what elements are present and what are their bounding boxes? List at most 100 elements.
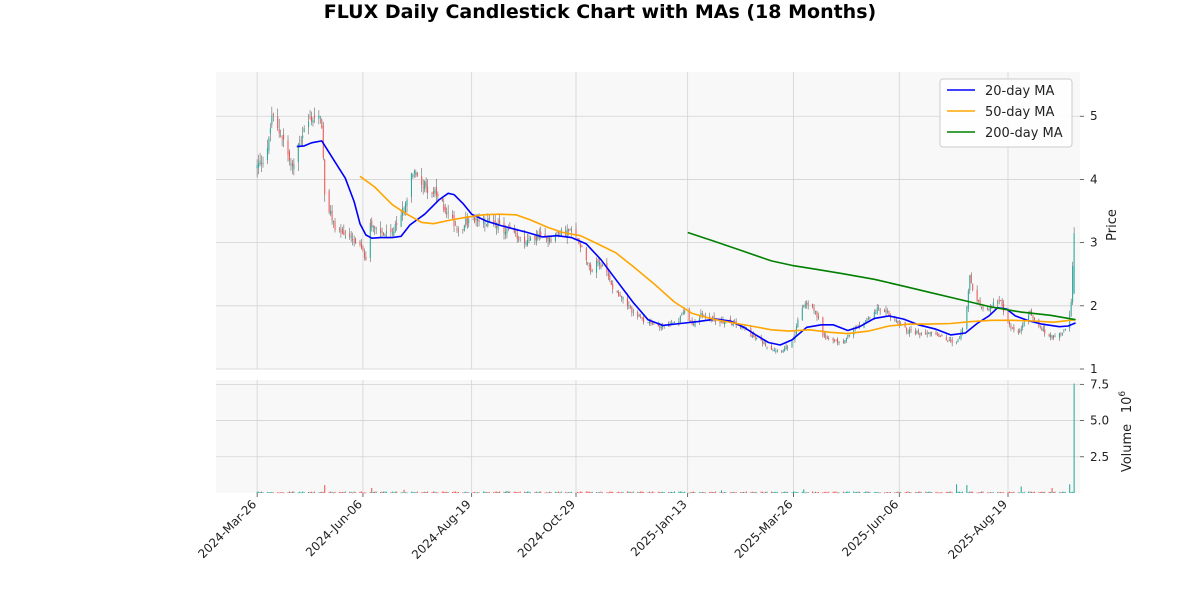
candle-body — [753, 334, 755, 337]
candle-body — [619, 294, 621, 296]
volume-bar — [302, 491, 304, 493]
candle-body — [432, 191, 434, 194]
volume-bar — [454, 491, 457, 493]
volume-bar — [895, 492, 897, 494]
candle-body — [427, 186, 429, 193]
candle-body — [681, 314, 683, 316]
candle-body — [729, 318, 731, 321]
candle-body — [557, 231, 559, 234]
volume-bar — [1063, 491, 1065, 493]
candle-body — [723, 321, 725, 325]
candle-body — [300, 140, 302, 142]
candle-body — [828, 338, 830, 340]
candle-body — [1017, 330, 1019, 333]
price-y-tick-label: 3 — [1090, 236, 1098, 250]
volume-bar — [1033, 491, 1035, 493]
volume-bar — [704, 492, 706, 494]
candle-body — [591, 271, 593, 273]
price-y-tick-label: 2 — [1090, 299, 1098, 313]
volume-bar — [478, 492, 480, 494]
candle-body — [978, 299, 980, 301]
volume-bar — [524, 491, 526, 493]
candle-body — [909, 329, 911, 334]
candle-body — [587, 262, 589, 264]
candle-body — [653, 323, 655, 325]
candle-body — [910, 329, 912, 331]
volume-bar — [519, 491, 521, 493]
candle-body — [907, 331, 909, 333]
candle-body — [371, 220, 373, 227]
candle-body — [324, 159, 326, 195]
candle-body — [359, 241, 361, 245]
volume-bar — [647, 492, 649, 494]
volume-bar — [435, 492, 437, 494]
volume-bar — [884, 492, 886, 494]
candle-body — [278, 128, 280, 134]
candle-body — [684, 310, 686, 314]
candle-body — [981, 307, 983, 309]
volume-panel-background — [216, 380, 1080, 493]
volume-bar — [888, 492, 890, 494]
candle-body — [1028, 315, 1030, 322]
volume-bar — [1003, 492, 1005, 494]
volume-bar — [256, 491, 258, 493]
candle-body — [960, 332, 962, 339]
volume-bar — [970, 491, 972, 493]
candle-body — [375, 228, 377, 230]
candle-body — [1010, 325, 1012, 329]
candle-body — [673, 322, 675, 323]
candle-body — [525, 242, 527, 245]
volume-bar — [535, 491, 537, 493]
candle-body — [762, 341, 764, 344]
volume-y-tick-label: 2.5 — [1090, 450, 1109, 464]
candle-body — [547, 237, 549, 242]
volume-bar — [853, 491, 855, 493]
volume-bar — [499, 491, 501, 493]
candle-body — [576, 238, 578, 240]
volume-bar — [762, 491, 764, 493]
candle-body — [817, 316, 819, 319]
candle-body — [713, 315, 715, 321]
volume-bar — [735, 492, 737, 493]
volume-bar — [832, 491, 834, 493]
volume-bar — [925, 491, 927, 493]
candle-body — [640, 316, 642, 318]
candle-body — [372, 225, 374, 228]
candle-body — [1008, 322, 1010, 325]
candle-body — [569, 229, 571, 231]
candle-body — [998, 299, 1000, 302]
volume-bar — [900, 492, 902, 493]
candle-body — [256, 165, 258, 169]
volume-bar — [1053, 492, 1055, 493]
candle-body — [1069, 314, 1071, 329]
x-tick-label: 2025-Aug-19 — [945, 497, 1010, 562]
candle-body — [982, 306, 984, 309]
candle-body — [848, 334, 850, 336]
candle-body — [544, 234, 546, 238]
volume-bar — [660, 491, 662, 493]
candle-body — [772, 350, 774, 352]
volume-bar — [571, 491, 573, 493]
volume-bar — [648, 491, 650, 493]
volume-bar — [355, 492, 357, 494]
candle-body — [482, 221, 484, 224]
candle-body — [535, 235, 537, 242]
candle-body — [550, 239, 552, 242]
volume-bar — [415, 492, 417, 493]
volume-bar — [309, 491, 311, 493]
volume-bar — [1020, 486, 1022, 493]
candle-body — [609, 274, 611, 280]
volume-bar — [816, 492, 818, 494]
candle-body — [920, 333, 922, 335]
candle-body — [1050, 334, 1052, 338]
volume-bar — [741, 492, 743, 493]
volume-bar — [280, 492, 282, 494]
volume-bar — [447, 492, 449, 493]
candle-body — [867, 318, 869, 319]
candle-body — [1020, 328, 1022, 332]
candle-body — [434, 190, 436, 194]
candle-body — [961, 327, 963, 334]
candle-body — [353, 241, 355, 242]
volume-bar — [673, 491, 675, 493]
volume-bar — [534, 492, 536, 493]
